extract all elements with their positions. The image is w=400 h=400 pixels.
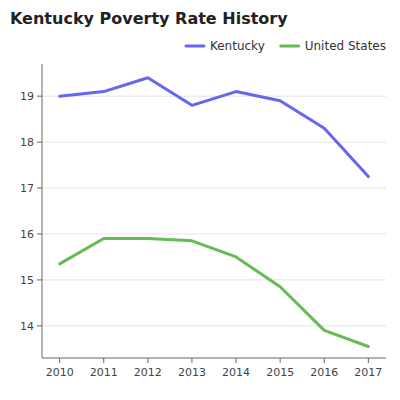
x-tick-label: 2010 bbox=[46, 366, 74, 379]
y-tick bbox=[37, 188, 42, 189]
grid-line bbox=[42, 142, 386, 143]
y-tick-label: 14 bbox=[20, 320, 34, 333]
x-tick bbox=[368, 358, 369, 363]
x-tick bbox=[236, 358, 237, 363]
chart-container: Kentucky Poverty Rate History14151617181… bbox=[0, 0, 400, 400]
legend-swatch bbox=[186, 45, 204, 48]
y-tick-label: 16 bbox=[20, 228, 34, 241]
x-tick bbox=[280, 358, 281, 363]
series-line bbox=[60, 78, 369, 177]
series-lines bbox=[60, 78, 369, 347]
x-tick-label: 2017 bbox=[354, 366, 382, 379]
y-tick-label: 15 bbox=[20, 274, 34, 287]
y-tick-label: 18 bbox=[20, 136, 34, 149]
y-tick bbox=[37, 96, 42, 97]
chart-title: Kentucky Poverty Rate History bbox=[10, 9, 288, 28]
y-axis-line bbox=[42, 64, 43, 358]
y-tick-label: 19 bbox=[20, 90, 34, 103]
legend-item: Kentucky bbox=[186, 39, 265, 53]
grid-line bbox=[42, 233, 386, 234]
y-tick bbox=[37, 142, 42, 143]
x-tick-label: 2014 bbox=[222, 366, 250, 379]
series-line bbox=[60, 239, 369, 347]
grid-line bbox=[42, 279, 386, 280]
y-tick bbox=[37, 325, 42, 326]
x-tick bbox=[324, 358, 325, 363]
y-tick bbox=[37, 279, 42, 280]
x-axis-line bbox=[42, 358, 386, 359]
y-tick-label: 17 bbox=[20, 182, 34, 195]
y-grid bbox=[42, 96, 386, 326]
x-tick-label: 2015 bbox=[266, 366, 294, 379]
x-tick-label: 2013 bbox=[178, 366, 206, 379]
chart-svg: Kentucky Poverty Rate History14151617181… bbox=[0, 0, 400, 400]
legend-item: United States bbox=[281, 39, 386, 53]
grid-line bbox=[42, 188, 386, 189]
x-tick-label: 2012 bbox=[134, 366, 162, 379]
legend: Kentucky United States bbox=[186, 39, 386, 53]
x-tick-label: 2016 bbox=[310, 366, 338, 379]
grid-line bbox=[42, 325, 386, 326]
axes: 14 15 16 17 18 19 2010 2011 2012 2013 2014 2015 2016… bbox=[20, 64, 386, 379]
legend-swatch bbox=[281, 45, 299, 48]
y-tick bbox=[37, 233, 42, 234]
x-tick bbox=[59, 358, 60, 363]
legend-label: United States bbox=[305, 39, 386, 53]
legend-label: Kentucky bbox=[210, 39, 265, 53]
x-tick bbox=[103, 358, 104, 363]
x-tick-label: 2011 bbox=[90, 366, 118, 379]
x-tick bbox=[191, 358, 192, 363]
grid-line bbox=[42, 96, 386, 97]
x-tick bbox=[147, 358, 148, 363]
